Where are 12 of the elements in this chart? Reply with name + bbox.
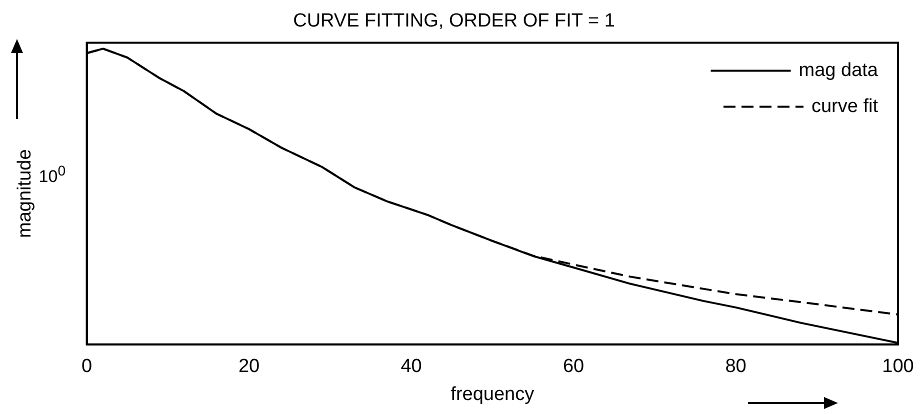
x-tick-label: 100 xyxy=(882,356,914,378)
x-tick-label: 20 xyxy=(238,356,260,378)
legend-label: mag data xyxy=(798,60,878,82)
x-tick-label: 80 xyxy=(725,356,746,378)
y-axis-title: magnitude xyxy=(14,149,36,238)
text: 10$^{0}$ xyxy=(38,164,66,186)
chart-title: CURVE FITTING, ORDER OF FIT = 1 xyxy=(293,10,615,32)
legend-label: curve fit xyxy=(811,96,879,118)
x-tick-label: 40 xyxy=(400,356,422,378)
x-axis-title: frequency xyxy=(450,384,535,405)
x-tick-label: 0 xyxy=(82,356,92,378)
x-tick-label: 60 xyxy=(562,356,584,378)
